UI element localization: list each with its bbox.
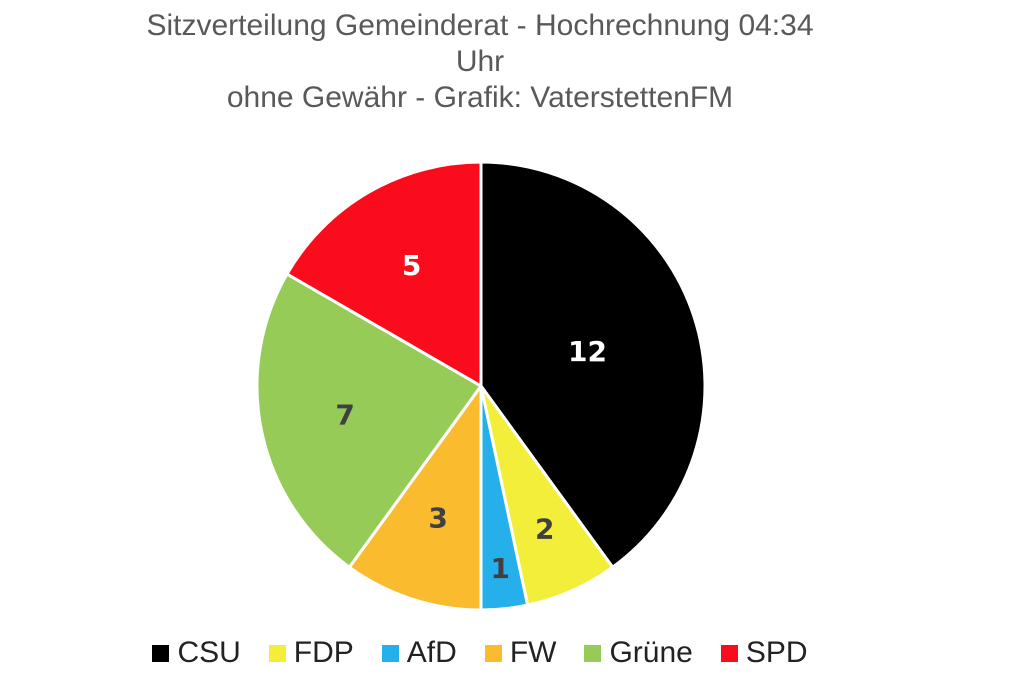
data-label-grüne: 7 (335, 398, 354, 431)
chart-title-line2: Uhr (455, 45, 505, 78)
legend-swatch-afd (381, 644, 399, 662)
legend-item-afd: AfD (381, 636, 457, 670)
pie-slice-grüne (255, 272, 483, 569)
data-label-afd: 1 (490, 552, 509, 585)
legend-item-spd: SPD (720, 636, 808, 670)
legend-swatch-fw (484, 644, 502, 662)
legend-item-fw: FW (484, 636, 557, 670)
legend-item-csu: CSU (152, 636, 241, 670)
legend-label-spd: SPD (745, 636, 808, 669)
pie-slice-fw (347, 384, 483, 612)
legend-label-gruene: Grüne (609, 636, 693, 669)
legend-item-gruene: Grüne (584, 636, 693, 670)
legend-swatch-csu (152, 644, 170, 662)
chart-title-block: Sitzverteilung Gemeinderat - Hochrechnun… (0, 8, 960, 116)
legend-item-fdp: FDP (268, 636, 354, 670)
pie-slice-csu (479, 160, 707, 569)
legend-swatch-spd (720, 644, 738, 662)
legend-swatch-gruene (584, 644, 602, 662)
data-label-fdp: 2 (535, 513, 554, 546)
data-label-spd: 5 (402, 249, 421, 282)
pie-slice-spd (285, 160, 483, 388)
legend-label-fw: FW (509, 636, 557, 669)
legend-label-fdp: FDP (293, 636, 354, 669)
chart-title: Sitzverteilung Gemeinderat - Hochrechnun… (146, 9, 814, 42)
data-label-csu: 12 (568, 335, 607, 368)
chart-subtitle: ohne Gewähr - Grafik: VaterstettenFM (226, 81, 734, 114)
legend-swatch-fdp (268, 644, 286, 662)
data-label-fw: 3 (428, 502, 447, 535)
legend-label-csu: CSU (177, 636, 241, 669)
chart-legend: CSU FDP AfD FW Grüne SPD (0, 636, 960, 670)
legend-label-afd: AfD (406, 636, 457, 669)
